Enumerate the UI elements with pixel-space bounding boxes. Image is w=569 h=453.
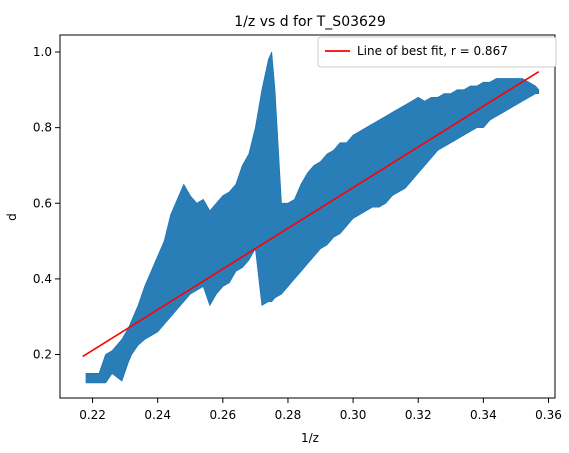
y-tick-label: 0.4 bbox=[33, 272, 52, 286]
y-axis-ticks: 0.2 0.4 0.6 0.8 1.0 bbox=[33, 45, 60, 362]
y-axis-title: d bbox=[5, 213, 19, 221]
x-axis-ticks: 0.22 0.24 0.26 0.28 0.30 0.32 0.34 0.36 bbox=[79, 398, 562, 422]
legend: Line of best fit, r = 0.867 bbox=[317, 36, 557, 68]
legend-label: Line of best fit, r = 0.867 bbox=[357, 44, 508, 58]
x-tick-label: 0.24 bbox=[144, 408, 171, 422]
x-tick-label: 0.36 bbox=[535, 408, 562, 422]
plot-border bbox=[59, 34, 556, 399]
legend-box bbox=[317, 36, 557, 68]
y-tick-label: 0.2 bbox=[33, 348, 52, 362]
chart-title: 1/z vs d for T_S03629 bbox=[234, 14, 385, 30]
x-axis-title: 1/z bbox=[301, 431, 319, 445]
scatter-point-cloud bbox=[85, 51, 540, 384]
x-tick-label: 0.30 bbox=[340, 408, 367, 422]
y-tick-label: 1.0 bbox=[33, 45, 52, 59]
best-fit-line-layer bbox=[82, 70, 540, 358]
x-tick-label: 0.22 bbox=[79, 408, 106, 422]
y-tick-label: 0.8 bbox=[33, 121, 52, 135]
x-tick-label: 0.28 bbox=[275, 408, 302, 422]
x-tick-label: 0.34 bbox=[470, 408, 497, 422]
y-tick-label: 0.6 bbox=[33, 196, 52, 210]
x-tick-label: 0.32 bbox=[405, 408, 432, 422]
scatter-points-layer bbox=[85, 51, 540, 384]
x-tick-label: 0.26 bbox=[209, 408, 236, 422]
best-fit-line bbox=[82, 70, 540, 358]
